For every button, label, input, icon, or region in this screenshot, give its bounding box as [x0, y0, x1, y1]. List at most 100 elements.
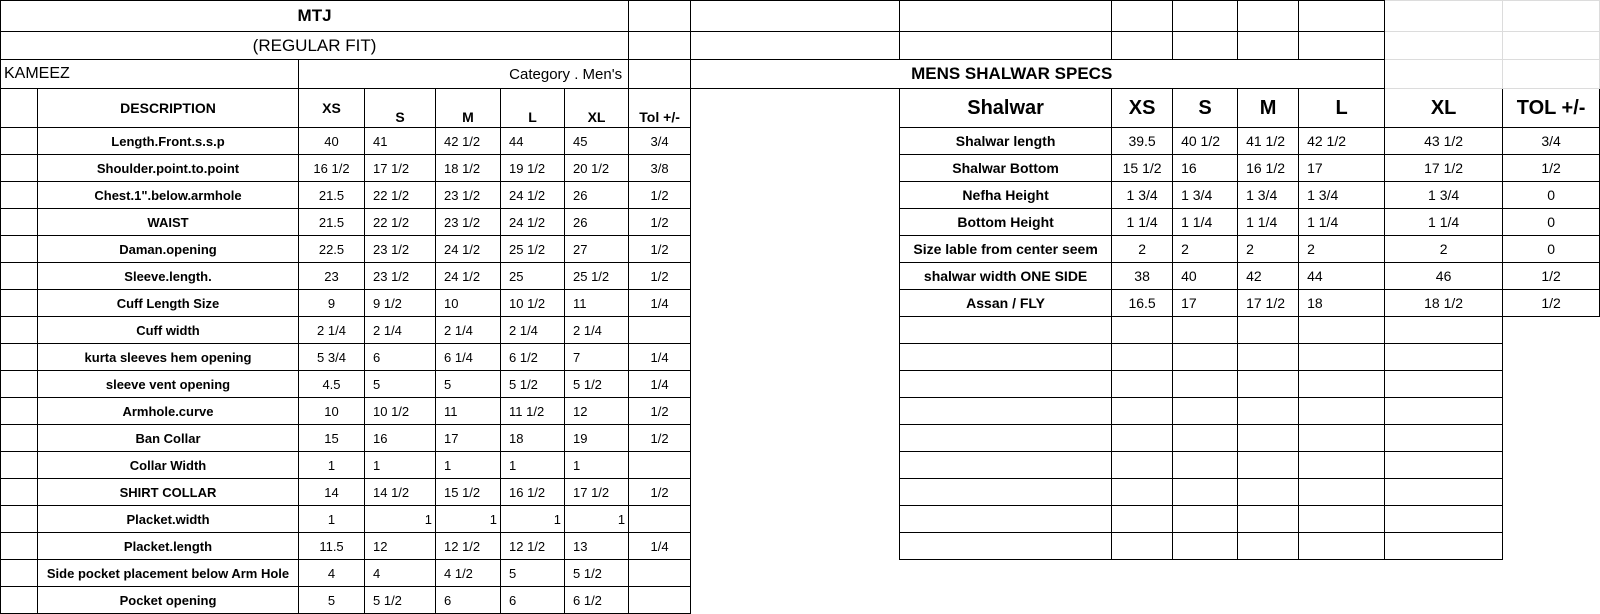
cell[interactable] [690, 127, 901, 155]
column-header-size[interactable]: XS [1111, 88, 1174, 128]
cell[interactable] [1384, 451, 1504, 479]
measurement-cell[interactable]: 13 [563, 532, 630, 560]
measurement-cell[interactable]: 14 1/2 [364, 478, 436, 506]
cell[interactable] [1384, 397, 1504, 425]
tolerance-cell[interactable]: 1/2 [628, 424, 692, 452]
measurement-cell[interactable]: 12 1/2 [435, 532, 501, 560]
cell[interactable] [1111, 451, 1174, 479]
measurement-cell[interactable]: 4 [298, 559, 365, 587]
measurement-cell[interactable]: 5 [500, 559, 565, 587]
shalwar-measurement-cell[interactable]: 41 1/2 [1237, 127, 1300, 155]
cell[interactable] [1503, 425, 1600, 452]
cell[interactable] [899, 397, 1113, 425]
cell[interactable] [690, 505, 901, 533]
shalwar-tolerance-cell[interactable]: 0 [1502, 235, 1600, 263]
measurement-cell[interactable]: 24 1/2 [500, 208, 565, 236]
shalwar-description-cell[interactable]: shalwar width ONE SIDE [899, 262, 1113, 290]
measurement-cell[interactable]: 44 [500, 127, 565, 155]
cell[interactable] [628, 0, 692, 32]
shalwar-measurement-cell[interactable]: 2 [1111, 235, 1174, 263]
measurement-cell[interactable]: 6 1/4 [435, 343, 501, 371]
cell[interactable] [1172, 478, 1239, 506]
column-header-size[interactable]: XL [1384, 88, 1504, 128]
cell[interactable] [899, 424, 1113, 452]
shalwar-measurement-cell[interactable]: 1 3/4 [1172, 181, 1239, 209]
shalwar-measurement-cell[interactable]: 17 1/2 [1384, 154, 1504, 182]
shalwar-measurement-cell[interactable]: 2 [1172, 235, 1239, 263]
measurement-cell[interactable]: 1 [435, 451, 501, 479]
cell[interactable] [1503, 452, 1600, 479]
cell[interactable] [628, 59, 692, 89]
row-number-cell[interactable] [0, 289, 38, 317]
cell[interactable] [1111, 31, 1174, 60]
column-header-size[interactable]: Tol +/- [628, 88, 692, 128]
measurement-cell[interactable]: 11 [435, 397, 501, 425]
cell[interactable] [1237, 0, 1300, 32]
shalwar-measurement-cell[interactable]: 18 [1298, 289, 1386, 317]
row-number-cell[interactable] [0, 586, 38, 614]
measurement-cell[interactable]: 10 [298, 397, 365, 425]
measurement-cell[interactable]: 2 1/4 [298, 316, 365, 344]
row-number-cell[interactable] [0, 397, 38, 425]
shalwar-measurement-cell[interactable]: 1 1/4 [1298, 208, 1386, 236]
shalwar-tolerance-cell[interactable]: 1/2 [1502, 289, 1600, 317]
measurement-cell[interactable]: 2 1/4 [435, 316, 501, 344]
measurement-cell[interactable]: 24 1/2 [500, 181, 565, 209]
shalwar-tolerance-cell[interactable]: 1/2 [1502, 262, 1600, 290]
cell[interactable] [1237, 31, 1300, 60]
tolerance-cell[interactable]: 1/2 [628, 235, 692, 263]
cell[interactable] [1237, 478, 1300, 506]
shalwar-description-cell[interactable]: Size lable from center seem [899, 235, 1113, 263]
cell[interactable] [899, 532, 1113, 560]
description-cell[interactable]: Placket.length [37, 532, 299, 560]
measurement-cell[interactable]: 21.5 [298, 181, 365, 209]
tolerance-cell[interactable] [628, 586, 692, 614]
measurement-cell[interactable]: 23 1/2 [435, 181, 501, 209]
measurement-cell[interactable]: 18 [500, 424, 565, 452]
measurement-cell[interactable]: 12 1/2 [500, 532, 565, 560]
shalwar-measurement-cell[interactable]: 1 3/4 [1384, 181, 1504, 209]
description-cell[interactable]: WAIST [37, 208, 299, 236]
column-header-size[interactable]: M [1237, 88, 1300, 128]
measurement-cell[interactable]: 10 [435, 289, 501, 317]
measurement-cell[interactable]: 40 [298, 127, 365, 155]
tolerance-cell[interactable]: 1/2 [628, 208, 692, 236]
cell[interactable] [690, 451, 901, 479]
measurement-cell[interactable]: 1 [364, 451, 436, 479]
description-cell[interactable]: Side pocket placement below Arm Hole [37, 559, 299, 587]
cell[interactable] [1237, 505, 1300, 533]
measurement-cell[interactable]: 12 [364, 532, 436, 560]
shalwar-measurement-cell[interactable]: 15 1/2 [1111, 154, 1174, 182]
cell[interactable] [1298, 451, 1386, 479]
measurement-cell[interactable]: 42 1/2 [435, 127, 501, 155]
measurement-cell[interactable]: 22.5 [298, 235, 365, 263]
measurement-cell[interactable]: 6 [435, 586, 501, 614]
cell[interactable] [1237, 370, 1300, 398]
description-cell[interactable]: sleeve vent opening [37, 370, 299, 398]
measurement-cell[interactable]: 5 1/2 [364, 586, 436, 614]
tolerance-cell[interactable] [628, 559, 692, 587]
shalwar-measurement-cell[interactable]: 1 3/4 [1111, 181, 1174, 209]
cell[interactable] [899, 0, 1113, 32]
shalwar-measurement-cell[interactable]: 2 [1384, 235, 1504, 263]
fit-subtitle[interactable]: (REGULAR FIT) [0, 31, 630, 60]
column-header-shalwar[interactable]: Shalwar [899, 88, 1113, 128]
cell[interactable] [1298, 370, 1386, 398]
row-number-cell[interactable] [0, 343, 38, 371]
row-number-cell[interactable] [0, 532, 38, 560]
cell[interactable] [1503, 398, 1600, 425]
cell[interactable] [1384, 505, 1504, 533]
row-number-cell[interactable] [0, 370, 38, 398]
cell[interactable] [1503, 533, 1600, 560]
cell[interactable] [1384, 532, 1504, 560]
shalwar-section-title[interactable]: MENS SHALWAR SPECS [690, 59, 1386, 89]
measurement-cell[interactable]: 41 [364, 127, 436, 155]
cell[interactable] [1111, 343, 1174, 371]
cell[interactable] [1298, 424, 1386, 452]
cell[interactable] [690, 154, 901, 182]
column-header-size[interactable]: S [364, 88, 436, 128]
description-cell[interactable]: Placket.width [37, 505, 299, 533]
measurement-cell[interactable]: 1 [563, 451, 630, 479]
measurement-cell[interactable]: 18 1/2 [435, 154, 501, 182]
cell[interactable] [690, 208, 901, 236]
